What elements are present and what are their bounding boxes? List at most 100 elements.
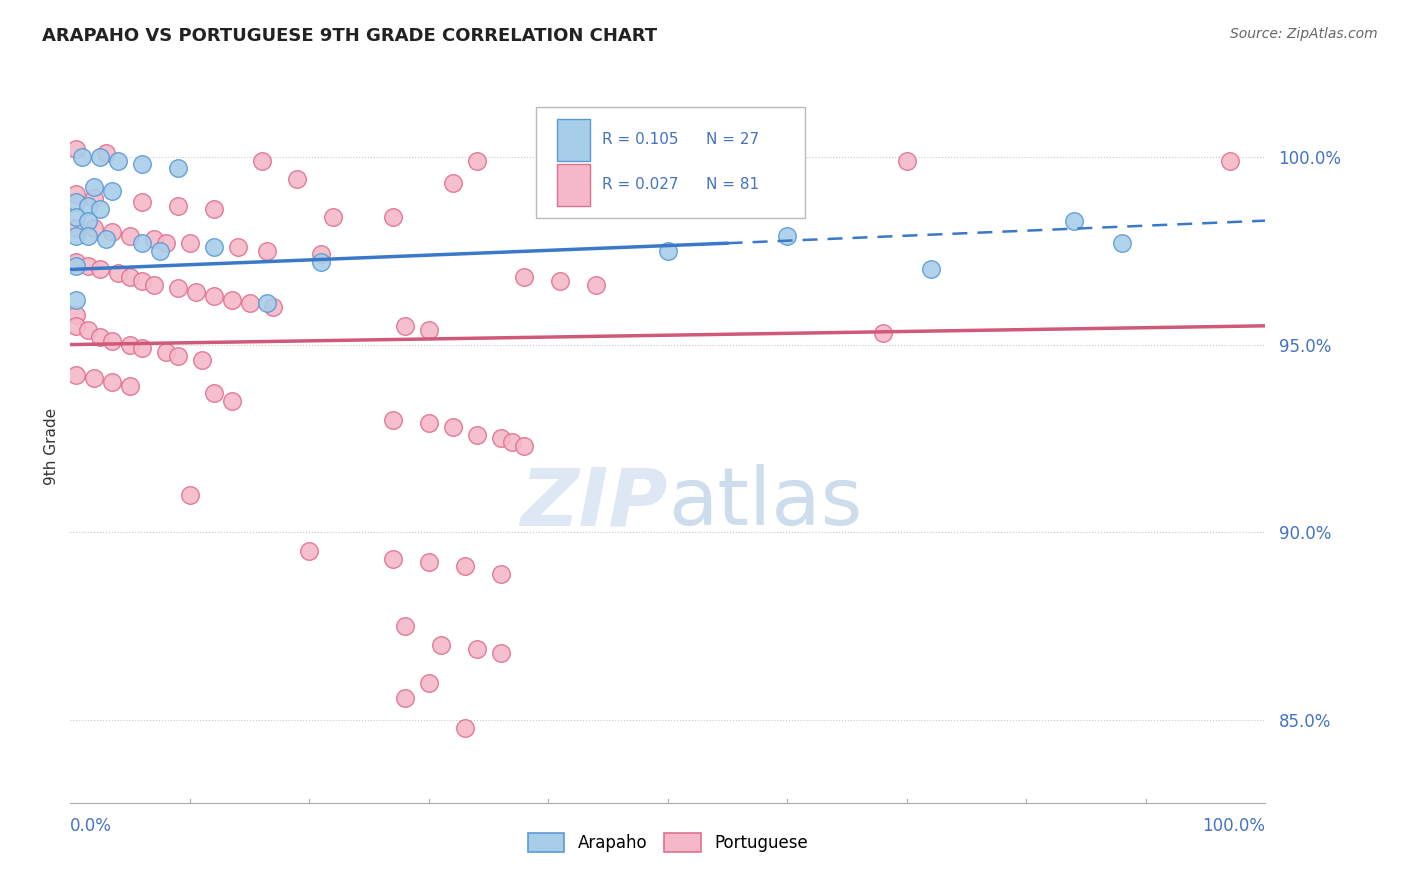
Point	[143, 277, 166, 292]
Point	[394, 318, 416, 333]
Text: N = 81: N = 81	[706, 178, 759, 193]
Point	[65, 142, 87, 156]
Point	[166, 161, 188, 175]
Legend: Arapaho, Portuguese: Arapaho, Portuguese	[522, 826, 814, 859]
Point	[101, 334, 124, 348]
Point	[143, 232, 166, 246]
Point	[226, 240, 249, 254]
Text: ZIP: ZIP	[520, 464, 668, 542]
Point	[65, 259, 87, 273]
Point	[65, 308, 87, 322]
FancyBboxPatch shape	[557, 164, 591, 205]
Point	[107, 266, 129, 280]
Text: atlas: atlas	[668, 464, 862, 542]
Point	[65, 293, 87, 307]
Point	[250, 153, 273, 168]
Point	[465, 641, 488, 656]
Point	[131, 157, 153, 171]
Point	[179, 488, 201, 502]
Point	[70, 150, 93, 164]
Point	[513, 270, 536, 285]
Point	[489, 646, 512, 660]
Point	[96, 232, 117, 246]
Point	[65, 228, 87, 243]
Point	[83, 371, 105, 385]
Point	[120, 228, 141, 243]
Point	[83, 221, 105, 235]
Point	[502, 435, 524, 450]
Point	[465, 153, 488, 168]
Point	[107, 153, 129, 168]
Point	[166, 199, 188, 213]
Point	[382, 413, 405, 427]
Point	[131, 194, 153, 209]
Point	[418, 322, 440, 336]
Point	[77, 322, 100, 336]
Point	[418, 675, 440, 690]
Point	[256, 244, 278, 258]
Point	[89, 150, 111, 164]
Text: 100.0%: 100.0%	[1202, 817, 1265, 835]
FancyBboxPatch shape	[537, 107, 806, 218]
Point	[239, 296, 262, 310]
Point	[65, 210, 87, 224]
Point	[256, 296, 278, 310]
Point	[896, 153, 918, 168]
Point	[101, 375, 124, 389]
Point	[1063, 213, 1085, 227]
Point	[77, 199, 100, 213]
Point	[120, 270, 141, 285]
Point	[309, 247, 333, 261]
Point	[585, 277, 607, 292]
Point	[776, 228, 799, 243]
Point	[382, 551, 405, 566]
Point	[322, 210, 344, 224]
Point	[101, 184, 124, 198]
Text: R = 0.105: R = 0.105	[602, 132, 679, 147]
Point	[89, 330, 111, 344]
Point	[1218, 153, 1241, 168]
Point	[65, 221, 87, 235]
Point	[83, 191, 105, 205]
Point	[221, 393, 243, 408]
Point	[65, 318, 87, 333]
Point	[131, 342, 153, 356]
Point	[77, 228, 100, 243]
Point	[89, 262, 111, 277]
Text: R = 0.027: R = 0.027	[602, 178, 679, 193]
Point	[441, 176, 464, 190]
Text: N = 27: N = 27	[706, 132, 759, 147]
Point	[184, 285, 207, 299]
Point	[155, 345, 177, 359]
Point	[394, 690, 416, 705]
Point	[101, 225, 124, 239]
Point	[202, 202, 225, 217]
Point	[149, 244, 172, 258]
Point	[418, 556, 440, 570]
Point	[202, 240, 225, 254]
Point	[179, 236, 201, 251]
Point	[382, 210, 405, 224]
Y-axis label: 9th Grade: 9th Grade	[44, 408, 59, 484]
Point	[454, 559, 477, 574]
Point	[120, 379, 141, 393]
Point	[83, 179, 105, 194]
Point	[441, 420, 464, 434]
Point	[465, 427, 488, 442]
Point	[131, 274, 153, 288]
Point	[155, 236, 177, 251]
Point	[65, 255, 87, 269]
FancyBboxPatch shape	[557, 120, 591, 161]
Point	[418, 417, 440, 431]
Point	[89, 202, 111, 217]
Point	[394, 619, 416, 633]
Point	[120, 337, 141, 351]
Point	[550, 274, 572, 288]
Point	[65, 368, 87, 382]
Point	[287, 172, 309, 186]
Point	[1111, 236, 1133, 251]
Point	[221, 293, 243, 307]
Text: ARAPAHO VS PORTUGUESE 9TH GRADE CORRELATION CHART: ARAPAHO VS PORTUGUESE 9TH GRADE CORRELAT…	[42, 27, 657, 45]
Point	[202, 289, 225, 303]
Text: Source: ZipAtlas.com: Source: ZipAtlas.com	[1230, 27, 1378, 41]
